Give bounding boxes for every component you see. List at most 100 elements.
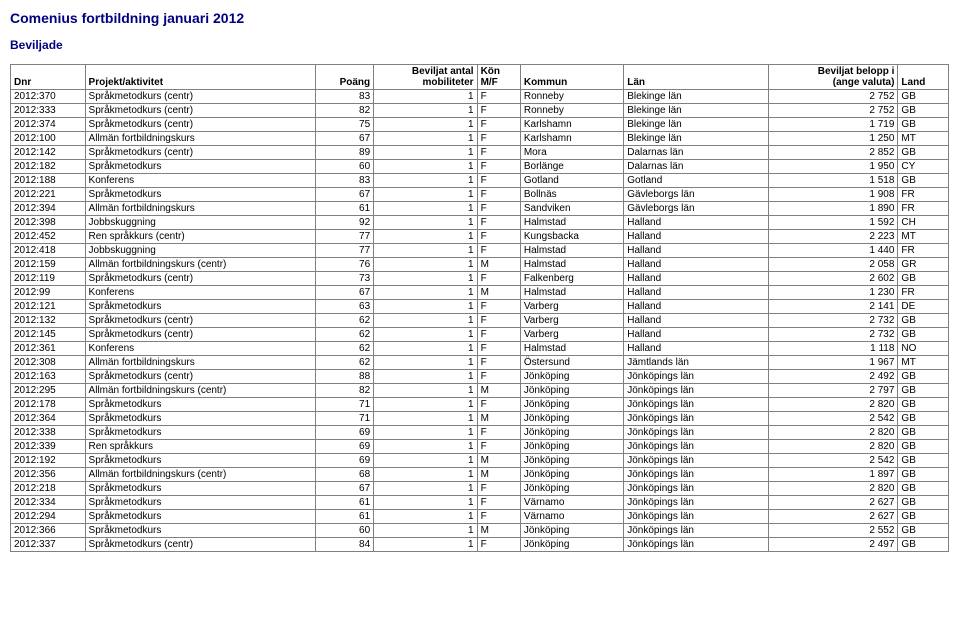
table-row: 2012:333Språkmetodkurs (centr)821FRonneb… bbox=[11, 104, 949, 118]
cell-proj: Språkmetodkurs bbox=[85, 412, 316, 426]
cell-bel: 2 497 bbox=[768, 538, 898, 552]
cell-land: GB bbox=[898, 174, 949, 188]
cell-poang: 60 bbox=[316, 524, 374, 538]
col-header-bel: Beviljat belopp i(ange valuta) bbox=[768, 65, 898, 90]
cell-land: DE bbox=[898, 300, 949, 314]
cell-mob: 1 bbox=[374, 440, 477, 454]
cell-bel: 2 627 bbox=[768, 510, 898, 524]
cell-mob: 1 bbox=[374, 118, 477, 132]
table-row: 2012:163Språkmetodkurs (centr)881FJönköp… bbox=[11, 370, 949, 384]
cell-komm: Ronneby bbox=[520, 90, 623, 104]
cell-lan: Halland bbox=[624, 244, 768, 258]
cell-lan: Jönköpings län bbox=[624, 454, 768, 468]
cell-kon: F bbox=[477, 118, 520, 132]
cell-dnr: 2012:374 bbox=[11, 118, 86, 132]
cell-lan: Dalarnas län bbox=[624, 146, 768, 160]
cell-bel: 1 967 bbox=[768, 356, 898, 370]
cell-proj: Språkmetodkurs (centr) bbox=[85, 314, 316, 328]
cell-dnr: 2012:334 bbox=[11, 496, 86, 510]
col-header-poang: Poäng bbox=[316, 65, 374, 90]
cell-komm: Jönköping bbox=[520, 412, 623, 426]
cell-komm: Kungsbacka bbox=[520, 230, 623, 244]
cell-lan: Blekinge län bbox=[624, 104, 768, 118]
cell-bel: 2 820 bbox=[768, 398, 898, 412]
cell-dnr: 2012:361 bbox=[11, 342, 86, 356]
cell-komm: Jönköping bbox=[520, 468, 623, 482]
cell-mob: 1 bbox=[374, 426, 477, 440]
cell-komm: Ronneby bbox=[520, 104, 623, 118]
cell-lan: Halland bbox=[624, 286, 768, 300]
table-row: 2012:338Språkmetodkurs691FJönköpingJönkö… bbox=[11, 426, 949, 440]
table-row: 2012:398Jobbskuggning921FHalmstadHalland… bbox=[11, 216, 949, 230]
cell-bel: 2 820 bbox=[768, 440, 898, 454]
table-row: 2012:142Språkmetodkurs (centr)891FMoraDa… bbox=[11, 146, 949, 160]
cell-land: MT bbox=[898, 356, 949, 370]
cell-dnr: 2012:338 bbox=[11, 426, 86, 440]
cell-proj: Språkmetodkurs (centr) bbox=[85, 538, 316, 552]
cell-poang: 84 bbox=[316, 538, 374, 552]
cell-bel: 2 542 bbox=[768, 412, 898, 426]
cell-proj: Allmän fortbildningskurs bbox=[85, 356, 316, 370]
cell-dnr: 2012:99 bbox=[11, 286, 86, 300]
cell-kon: M bbox=[477, 412, 520, 426]
cell-bel: 1 518 bbox=[768, 174, 898, 188]
cell-mob: 1 bbox=[374, 398, 477, 412]
cell-dnr: 2012:163 bbox=[11, 370, 86, 384]
cell-poang: 76 bbox=[316, 258, 374, 272]
cell-mob: 1 bbox=[374, 188, 477, 202]
cell-kon: F bbox=[477, 426, 520, 440]
cell-poang: 73 bbox=[316, 272, 374, 286]
cell-bel: 1 230 bbox=[768, 286, 898, 300]
cell-komm: Karlshamn bbox=[520, 118, 623, 132]
cell-lan: Blekinge län bbox=[624, 118, 768, 132]
cell-kon: F bbox=[477, 104, 520, 118]
cell-mob: 1 bbox=[374, 468, 477, 482]
cell-poang: 67 bbox=[316, 286, 374, 300]
col-header-dnr: Dnr bbox=[11, 65, 86, 90]
cell-land: FR bbox=[898, 188, 949, 202]
cell-kon: F bbox=[477, 90, 520, 104]
cell-lan: Halland bbox=[624, 230, 768, 244]
cell-lan: Jönköpings län bbox=[624, 412, 768, 426]
cell-mob: 1 bbox=[374, 370, 477, 384]
cell-lan: Halland bbox=[624, 328, 768, 342]
cell-mob: 1 bbox=[374, 160, 477, 174]
cell-land: GB bbox=[898, 482, 949, 496]
table-row: 2012:221Språkmetodkurs671FBollnäsGävlebo… bbox=[11, 188, 949, 202]
cell-kon: M bbox=[477, 468, 520, 482]
cell-kon: F bbox=[477, 370, 520, 384]
cell-bel: 2 141 bbox=[768, 300, 898, 314]
cell-poang: 61 bbox=[316, 496, 374, 510]
cell-dnr: 2012:356 bbox=[11, 468, 86, 482]
col-header-kon: KönM/F bbox=[477, 65, 520, 90]
cell-kon: F bbox=[477, 510, 520, 524]
cell-komm: Halmstad bbox=[520, 244, 623, 258]
cell-mob: 1 bbox=[374, 286, 477, 300]
table-row: 2012:361Konferens621FHalmstadHalland1 11… bbox=[11, 342, 949, 356]
cell-kon: F bbox=[477, 202, 520, 216]
cell-land: CY bbox=[898, 160, 949, 174]
cell-komm: Halmstad bbox=[520, 286, 623, 300]
cell-bel: 1 719 bbox=[768, 118, 898, 132]
cell-proj: Ren språkkurs bbox=[85, 440, 316, 454]
cell-poang: 67 bbox=[316, 188, 374, 202]
cell-bel: 1 592 bbox=[768, 216, 898, 230]
cell-dnr: 2012:364 bbox=[11, 412, 86, 426]
cell-kon: F bbox=[477, 132, 520, 146]
cell-dnr: 2012:394 bbox=[11, 202, 86, 216]
cell-dnr: 2012:119 bbox=[11, 272, 86, 286]
cell-kon: F bbox=[477, 272, 520, 286]
cell-kon: F bbox=[477, 216, 520, 230]
cell-poang: 92 bbox=[316, 216, 374, 230]
cell-lan: Blekinge län bbox=[624, 90, 768, 104]
cell-land: GB bbox=[898, 412, 949, 426]
table-row: 2012:121Språkmetodkurs631FVarbergHalland… bbox=[11, 300, 949, 314]
cell-land: GB bbox=[898, 524, 949, 538]
cell-poang: 62 bbox=[316, 328, 374, 342]
cell-bel: 2 542 bbox=[768, 454, 898, 468]
cell-poang: 69 bbox=[316, 454, 374, 468]
cell-lan: Jönköpings län bbox=[624, 440, 768, 454]
cell-lan: Jönköpings län bbox=[624, 510, 768, 524]
cell-land: GB bbox=[898, 398, 949, 412]
cell-poang: 83 bbox=[316, 90, 374, 104]
